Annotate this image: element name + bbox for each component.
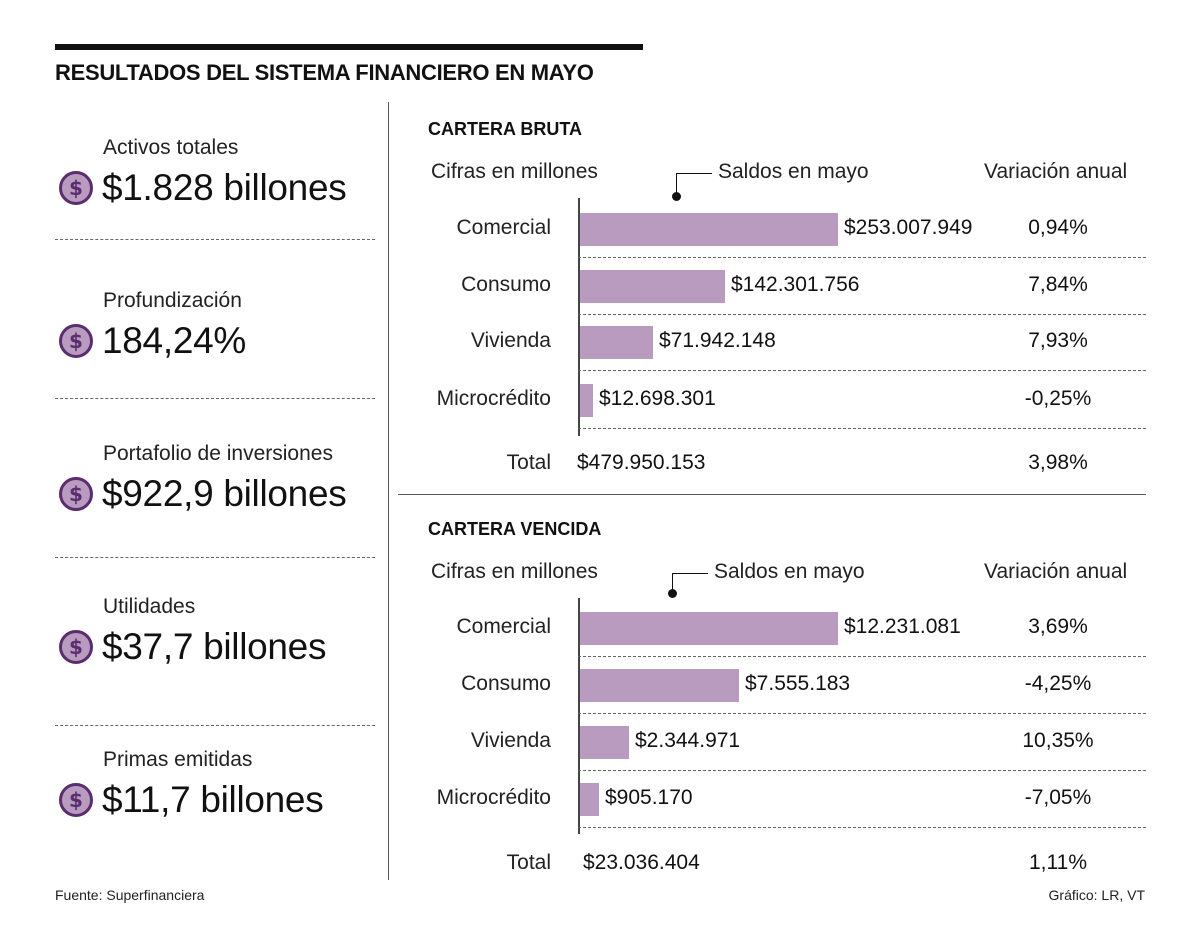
change-column-label: Variación anual (984, 160, 1128, 183)
stat-label: Profundización (103, 289, 242, 312)
category-label: Microcrédito (436, 786, 551, 809)
row-separator (578, 428, 1146, 429)
bar (580, 612, 838, 645)
category-label: Comercial (456, 615, 551, 638)
total-value: $23.036.404 (583, 851, 700, 874)
dollar-coin-icon: $ (59, 783, 93, 817)
column-divider (388, 102, 389, 880)
category-label: Vivienda (470, 329, 551, 352)
bar-value-label: $71.942.148 (659, 329, 776, 352)
section-divider (398, 494, 1146, 495)
title-rule (55, 44, 643, 50)
stat-separator (55, 557, 375, 558)
total-change: 1,11% (1029, 851, 1087, 874)
total-label: Total (506, 851, 551, 874)
bar-value-label: $7.555.183 (745, 672, 851, 695)
stat-label: Primas emitidas (103, 748, 253, 771)
change-column-label: Variación anual (984, 560, 1128, 583)
row-separator (578, 713, 1146, 714)
y-axis-line (578, 198, 580, 436)
category-label: Consumo (461, 273, 551, 296)
category-label: Vivienda (470, 729, 551, 752)
units-label: Cifras en millones (431, 560, 598, 583)
row-separator (578, 770, 1146, 771)
annual-change: -4,25% (1024, 672, 1092, 695)
callout-dot (672, 192, 681, 201)
credit-note: Gráfico: LR, VT (1048, 887, 1145, 903)
source-note: Fuente: Superfinanciera (55, 887, 205, 903)
dollar-coin-icon: $ (59, 630, 93, 664)
chart-title: CARTERA VENCIDA (428, 519, 602, 539)
stat-separator (55, 239, 375, 240)
stat-value: $922,9 billones (102, 473, 347, 514)
bar (580, 326, 653, 359)
row-separator (578, 656, 1146, 657)
stat-value: 184,24% (102, 320, 246, 361)
category-label: Consumo (461, 672, 551, 695)
dollar-coin-icon: $ (59, 171, 93, 205)
bar-value-label: $12.231.081 (844, 615, 961, 638)
stat-value: $11,7 billones (102, 779, 324, 820)
callout-line (672, 573, 708, 574)
annual-change: 3,69% (1028, 615, 1088, 638)
bar-value-label: $12.698.301 (599, 387, 716, 410)
value-column-label: Saldos en mayo (718, 160, 869, 183)
callout-line (676, 173, 712, 174)
svg-text:$: $ (69, 329, 83, 353)
y-axis-line (578, 598, 580, 834)
stat-value: $37,7 billones (102, 626, 327, 667)
bar (580, 669, 739, 702)
svg-text:$: $ (69, 482, 83, 506)
row-separator (578, 827, 1146, 828)
annual-change: 7,93% (1028, 329, 1088, 352)
bar (580, 270, 725, 303)
bar-value-label: $905.170 (605, 786, 693, 809)
total-label: Total (506, 451, 551, 474)
dollar-coin-icon: $ (59, 477, 93, 511)
total-change: 3,98% (1028, 451, 1088, 474)
row-separator (578, 370, 1146, 371)
bar (580, 783, 599, 816)
dollar-coin-icon: $ (59, 324, 93, 358)
category-label: Microcrédito (436, 387, 551, 410)
stat-separator (55, 725, 375, 726)
svg-text:$: $ (69, 176, 83, 200)
stat-value: $1.828 billones (102, 167, 347, 208)
annual-change: 7,84% (1028, 273, 1088, 296)
bar-value-label: $142.301.756 (731, 273, 860, 296)
callout-line (672, 573, 673, 593)
bar (580, 213, 838, 246)
stat-separator (55, 398, 375, 399)
category-label: Comercial (456, 216, 551, 239)
bar (580, 384, 593, 417)
svg-text:$: $ (69, 788, 83, 812)
bar-value-label: $253.007.949 (844, 216, 973, 239)
row-separator (578, 314, 1146, 315)
stat-label: Utilidades (103, 595, 196, 618)
callout-dot (668, 589, 677, 598)
page-title: RESULTADOS DEL SISTEMA FINANCIERO EN MAY… (55, 60, 594, 85)
bar-value-label: $2.344.971 (635, 729, 741, 752)
chart-title: CARTERA BRUTA (428, 119, 582, 139)
total-value: $479.950.153 (577, 451, 706, 474)
stat-label: Activos totales (103, 136, 239, 159)
stat-label: Portafolio de inversiones (103, 442, 333, 465)
bar (580, 726, 629, 759)
units-label: Cifras en millones (431, 160, 598, 183)
row-separator (578, 257, 1146, 258)
annual-change: -7,05% (1024, 786, 1092, 809)
callout-line (676, 173, 677, 196)
svg-text:$: $ (69, 635, 83, 659)
value-column-label: Saldos en mayo (714, 560, 865, 583)
annual-change: 10,35% (1022, 729, 1094, 752)
annual-change: -0,25% (1024, 387, 1092, 410)
annual-change: 0,94% (1028, 216, 1088, 239)
